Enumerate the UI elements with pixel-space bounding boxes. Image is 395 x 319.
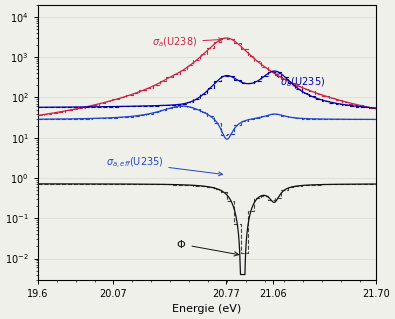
Text: $\sigma_a$(U235): $\sigma_a$(U235) [276, 74, 325, 89]
Text: $\sigma_a$(U238): $\sigma_a$(U238) [152, 35, 222, 49]
Text: $\sigma_{a,eff}$(U235): $\sigma_{a,eff}$(U235) [105, 156, 222, 176]
X-axis label: Energie (eV): Energie (eV) [172, 304, 242, 314]
Text: $\Phi$: $\Phi$ [176, 238, 239, 256]
